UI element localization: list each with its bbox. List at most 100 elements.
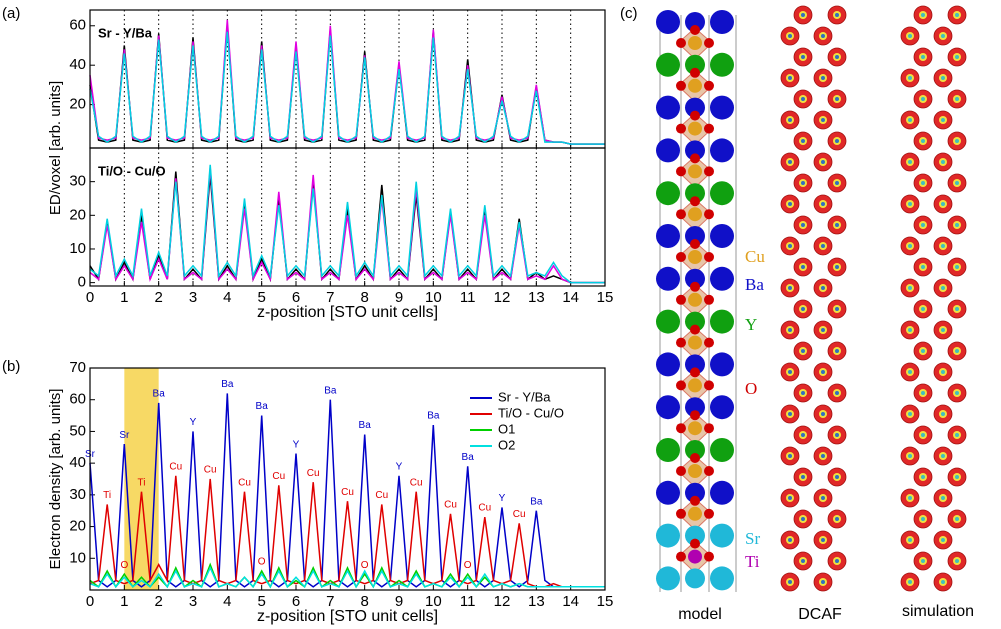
- atom-legend: Cu: [745, 247, 765, 266]
- peak-label: Ba: [153, 389, 166, 400]
- density-core: [941, 76, 945, 80]
- atom: [685, 97, 705, 118]
- atom: [704, 166, 714, 177]
- density-core: [921, 265, 925, 269]
- density-core: [921, 181, 925, 185]
- x-tick-label: 10: [425, 289, 442, 306]
- peak-label: Sr: [119, 430, 130, 441]
- atom: [685, 140, 705, 161]
- y-tick-label: 20: [69, 518, 86, 535]
- atom: [676, 551, 686, 562]
- density-core: [821, 202, 825, 206]
- density-core: [801, 559, 805, 563]
- density-core: [955, 13, 959, 17]
- density-core: [821, 160, 825, 164]
- peak-label: Cu: [307, 468, 320, 479]
- peak-label: Ba: [324, 385, 337, 396]
- density-core: [835, 517, 839, 521]
- x-tick-label: 14: [562, 289, 579, 306]
- x-tick-label: 10: [425, 593, 442, 610]
- atom: [710, 266, 734, 291]
- peak-label: O: [120, 560, 128, 571]
- atom: [656, 566, 680, 591]
- atom: [704, 466, 714, 476]
- atom: [710, 95, 734, 120]
- density-core: [821, 34, 825, 38]
- atom: [704, 38, 714, 48]
- density-core: [941, 160, 945, 164]
- atom: [690, 410, 700, 421]
- atom: [704, 123, 714, 134]
- peak-label: Cu: [410, 477, 423, 488]
- density-core: [908, 34, 912, 38]
- density-core: [921, 139, 925, 143]
- atom: [676, 123, 686, 134]
- x-tick-label: 12: [494, 289, 511, 306]
- atom: [688, 549, 702, 564]
- x-axis-label: z-position [STO unit cells]: [257, 608, 438, 625]
- atom-legend: Ti: [745, 552, 760, 571]
- atom: [676, 294, 686, 305]
- y-tick-label: 60: [69, 17, 86, 34]
- atom: [656, 181, 680, 206]
- peak-label: Ti: [138, 477, 146, 488]
- atom: [704, 294, 714, 305]
- density-core: [788, 370, 792, 374]
- density-core: [788, 538, 792, 542]
- atom: [656, 10, 680, 34]
- atom: [688, 121, 702, 136]
- density-core: [801, 307, 805, 311]
- atom: [690, 538, 700, 549]
- density-core: [908, 76, 912, 80]
- density-core: [955, 181, 959, 185]
- density-core: [801, 433, 805, 437]
- density-core: [821, 286, 825, 290]
- atom: [685, 183, 705, 204]
- atom: [685, 397, 705, 418]
- density-core: [835, 13, 839, 17]
- atom: [688, 335, 702, 350]
- atom: [688, 378, 702, 393]
- density-core: [801, 13, 805, 17]
- density-core: [788, 580, 792, 584]
- density-core: [821, 118, 825, 122]
- density-core: [921, 391, 925, 395]
- density-core: [908, 328, 912, 332]
- highlight-band: [124, 368, 159, 590]
- x-tick-label: 2: [154, 289, 162, 306]
- atom: [676, 508, 686, 519]
- density-core: [908, 118, 912, 122]
- atom: [690, 367, 700, 378]
- atom-legend: Ba: [745, 275, 764, 294]
- density-core: [821, 496, 825, 500]
- density-core: [955, 223, 959, 227]
- series-line: [89, 475, 605, 588]
- atom: [710, 138, 734, 163]
- atom: [704, 209, 714, 220]
- density-core: [835, 349, 839, 353]
- atom: [685, 525, 705, 546]
- atom: [685, 354, 705, 375]
- atom: [676, 380, 686, 391]
- atom: [704, 380, 714, 391]
- density-core: [908, 202, 912, 206]
- atom: [704, 252, 714, 262]
- density-core: [921, 433, 925, 437]
- x-tick-label: 8: [360, 593, 368, 610]
- density-core: [788, 118, 792, 122]
- density-core: [821, 412, 825, 416]
- atom: [690, 239, 700, 249]
- atom: [690, 281, 700, 292]
- peak-label: Y: [293, 439, 300, 450]
- x-tick-label: 6: [292, 593, 300, 610]
- peak-label: Ba: [462, 452, 475, 463]
- atom: [710, 523, 734, 548]
- x-tick-label: 11: [460, 289, 476, 306]
- caption: DCAF: [798, 606, 842, 623]
- atom: [685, 268, 705, 289]
- density-core: [955, 391, 959, 395]
- panel-label: (b): [2, 358, 20, 375]
- atom-legend: Sr: [745, 529, 760, 548]
- atom: [656, 95, 680, 120]
